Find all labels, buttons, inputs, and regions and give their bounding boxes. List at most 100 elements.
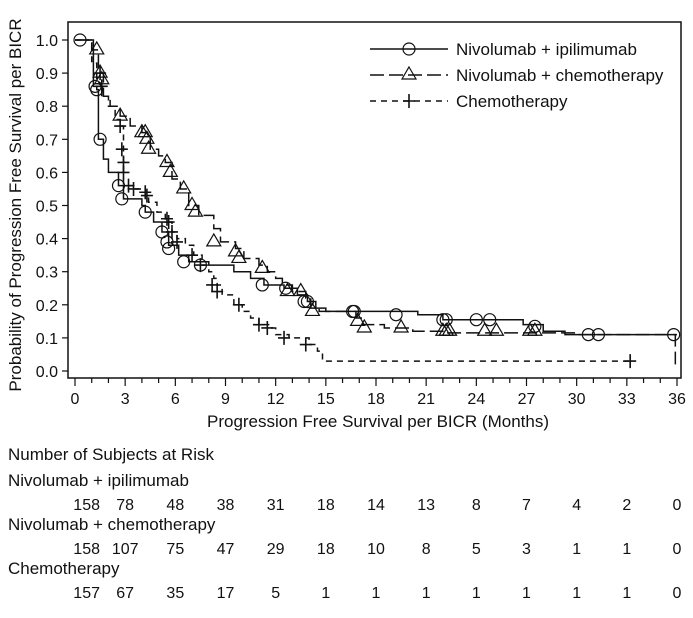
- censor-mark-plus: [139, 185, 152, 200]
- risk-count: 78: [116, 497, 134, 514]
- risk-count: 67: [116, 585, 134, 602]
- risk-count: 75: [166, 541, 184, 558]
- censor-mark-plus: [186, 248, 199, 263]
- y-tick-label: 0.7: [36, 132, 58, 149]
- risk-count: 3: [522, 541, 531, 558]
- y-axis: 0.0 0.1 0.2 0.3 0.4 0.5 0.6 0.7 0.8 0.9 1.0: [36, 33, 68, 381]
- censor-mark-triangle: [279, 282, 296, 297]
- censor-mark-triangle: [441, 322, 458, 336]
- risk-count: 8: [422, 541, 431, 558]
- censor-mark-plus: [115, 142, 128, 157]
- censor-mark-circle: [138, 205, 152, 219]
- km-curve-nivolumab-chemotherapy: [75, 39, 677, 365]
- y-tick-label: 0.0: [36, 364, 58, 381]
- x-tick-label: 0: [71, 391, 80, 408]
- censor-mark-triangle: [476, 322, 493, 336]
- y-tick-label: 0.8: [36, 99, 58, 116]
- risk-count: 35: [166, 585, 184, 602]
- censor-mark-plus: [194, 258, 207, 273]
- x-tick-label: 30: [568, 391, 586, 408]
- risk-count: 8: [472, 497, 481, 514]
- x-tick-label: 21: [417, 391, 435, 408]
- y-axis-title: Probability of Progression Free Survival…: [6, 18, 25, 391]
- risk-count: 13: [417, 497, 435, 514]
- censor-mark-triangle: [230, 249, 247, 264]
- censor-mark-circle: [255, 278, 269, 292]
- risk-count: 0: [673, 497, 682, 514]
- censor-mark-plus: [252, 317, 265, 332]
- risk-count: 157: [73, 585, 100, 602]
- censor-mark-circle: [115, 192, 129, 206]
- x-axis-title: Progression Free Survival per BICR (Mont…: [207, 412, 549, 431]
- risk-count: 1: [622, 541, 631, 558]
- risk-count: 48: [166, 497, 184, 514]
- risk-count: 2: [622, 497, 631, 514]
- risk-count: 10: [367, 541, 385, 558]
- censor-mark-triangle: [349, 312, 366, 326]
- legend: Nivolumab + ipilimumab Nivolumab + chemot…: [370, 40, 664, 111]
- censor-mark-triangle: [137, 123, 154, 138]
- risk-count: 1: [472, 585, 481, 602]
- x-axis: 0 3 6 9 12 15 18 21 24 27 30 33 36: [71, 378, 686, 408]
- censor-mark-triangle: [526, 322, 543, 336]
- censor-mark-plus: [261, 320, 274, 335]
- risk-count: 1: [372, 585, 381, 602]
- censor-mark-triangle: [187, 202, 204, 217]
- risk-row-label: Chemotherapy: [8, 559, 120, 578]
- legend-label: Chemotherapy: [456, 92, 568, 111]
- censor-mark-plus: [162, 215, 175, 230]
- x-tick-label: 24: [467, 391, 485, 408]
- risk-count: 14: [367, 497, 385, 514]
- censor-mark-plus: [211, 284, 224, 299]
- censor-mark-triangle: [304, 302, 321, 317]
- censor-mark-triangle: [205, 232, 222, 247]
- risk-count: 1: [522, 585, 531, 602]
- y-tick-label: 0.1: [36, 331, 58, 348]
- risk-count: 7: [522, 497, 531, 514]
- censor-mark-plus: [140, 188, 153, 203]
- legend-label: Nivolumab + ipilimumab: [456, 40, 637, 59]
- risk-count: 1: [572, 585, 581, 602]
- risk-count: 17: [217, 585, 235, 602]
- censor-mark-circle: [93, 132, 107, 146]
- risk-count: 29: [267, 541, 285, 558]
- censor-mark-plus: [624, 354, 637, 369]
- censor-mark-triangle: [292, 282, 309, 297]
- series-nivolumab-chemotherapy: [75, 39, 677, 365]
- censor-mark-triangle: [393, 318, 410, 333]
- censor-mark-triangle: [488, 322, 505, 336]
- risk-table: Number of Subjects at Risk Nivolumab + i…: [8, 445, 682, 602]
- x-tick-label: 36: [668, 391, 686, 408]
- legend-label: Nivolumab + chemotherapy: [456, 66, 664, 85]
- censor-mark-plus: [94, 66, 107, 81]
- censor-mark-triangle: [88, 40, 105, 55]
- censor-mark-plus: [95, 79, 108, 94]
- censor-mark-triangle: [254, 259, 271, 273]
- risk-count: 0: [673, 541, 682, 558]
- censor-mark-plus: [165, 224, 178, 239]
- risk-count: 158: [73, 541, 100, 558]
- legend-triangle-icon: [400, 65, 418, 80]
- legend-circle-icon: [402, 42, 416, 56]
- y-tick-label: 0.4: [36, 232, 58, 249]
- censor-mark-plus: [114, 119, 127, 134]
- y-tick-label: 0.9: [36, 66, 58, 83]
- x-tick-label: 3: [121, 391, 130, 408]
- censor-mark-plus: [299, 337, 312, 352]
- censor-mark-plus: [127, 181, 140, 196]
- km-curve-chemotherapy: [75, 39, 632, 362]
- x-tick-label: 18: [367, 391, 385, 408]
- risk-count: 31: [267, 497, 285, 514]
- risk-count: 5: [271, 585, 280, 602]
- x-tick-label: 33: [618, 391, 636, 408]
- curves: [73, 33, 681, 369]
- censor-mark-plus: [278, 330, 291, 345]
- risk-count: 1: [321, 585, 330, 602]
- y-tick-label: 0.2: [36, 298, 58, 315]
- censor-mark-triangle: [356, 318, 373, 333]
- risk-count: 5: [472, 541, 481, 558]
- censor-mark-circle: [439, 313, 453, 327]
- censor-mark-triangle: [140, 140, 157, 154]
- y-tick-label: 0.5: [36, 199, 58, 216]
